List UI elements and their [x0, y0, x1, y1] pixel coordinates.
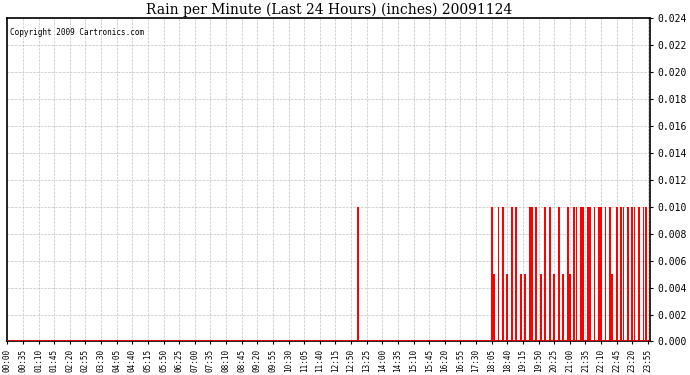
Bar	[631, 207, 633, 342]
Bar	[515, 207, 518, 342]
Bar	[562, 274, 564, 342]
Bar	[544, 207, 546, 342]
Bar	[600, 207, 602, 342]
Bar	[506, 274, 509, 342]
Bar	[357, 207, 359, 342]
Bar	[535, 207, 538, 342]
Bar	[642, 207, 644, 342]
Bar	[529, 207, 531, 342]
Bar	[493, 274, 495, 342]
Bar	[511, 207, 513, 342]
Bar	[622, 207, 624, 342]
Bar	[609, 207, 611, 342]
Bar	[616, 207, 618, 342]
Bar	[573, 207, 575, 342]
Bar	[598, 207, 600, 342]
Bar	[491, 207, 493, 342]
Bar	[627, 207, 629, 342]
Bar	[580, 207, 582, 342]
Bar	[645, 207, 647, 342]
Text: Copyright 2009 Cartronics.com: Copyright 2009 Cartronics.com	[10, 28, 145, 37]
Bar	[620, 207, 622, 342]
Title: Rain per Minute (Last 24 Hours) (inches) 20091124: Rain per Minute (Last 24 Hours) (inches)…	[146, 3, 512, 17]
Bar	[531, 207, 533, 342]
Bar	[593, 207, 595, 342]
Bar	[586, 207, 589, 342]
Bar	[575, 207, 578, 342]
Bar	[524, 274, 526, 342]
Bar	[604, 207, 607, 342]
Bar	[520, 274, 522, 342]
Bar	[566, 207, 569, 342]
Bar	[589, 207, 591, 342]
Bar	[611, 274, 613, 342]
Bar	[633, 207, 635, 342]
Bar	[497, 207, 500, 342]
Bar	[558, 207, 560, 342]
Bar	[549, 207, 551, 342]
Bar	[502, 207, 504, 342]
Bar	[553, 274, 555, 342]
Bar	[638, 207, 640, 342]
Bar	[540, 274, 542, 342]
Bar	[582, 207, 584, 342]
Bar	[569, 274, 571, 342]
